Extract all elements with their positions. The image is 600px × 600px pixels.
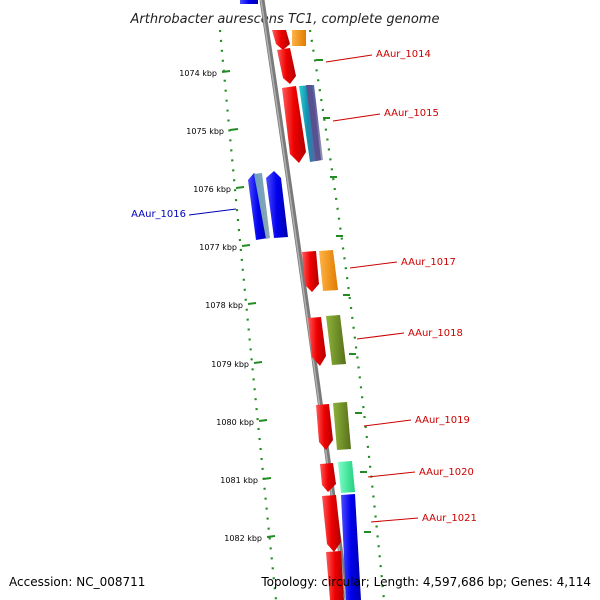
ruler-tick: 1080 kbp (216, 418, 268, 427)
gene-arrow[interactable] (272, 30, 290, 50)
tick-label: 1080 kbp (216, 418, 254, 427)
gene-arrow[interactable] (308, 317, 326, 366)
tick-label: 1078 kbp (205, 301, 243, 310)
gene-arrow[interactable] (277, 48, 296, 84)
gene-arrow[interactable] (316, 404, 333, 450)
ruler-tick: 1081 kbp (220, 476, 272, 485)
ruler-tick: 1074 kbp (179, 69, 231, 78)
accession-text: Accession: NC_008711 (9, 575, 145, 589)
tick-label: 1082 kbp (224, 534, 262, 543)
ruler-tick: 1079 kbp (211, 360, 263, 369)
tick-label: 1075 kbp (186, 127, 224, 136)
gene-AAur_1014[interactable] (272, 30, 306, 84)
ruler-tick: 1075 kbp (186, 127, 239, 136)
gene-AAur_1015[interactable] (282, 85, 323, 163)
ruler-ticks: 1074 kbp 1075 kbp 1076 kbp 1077 kbp 1078… (179, 59, 371, 543)
gene-AAur_1019[interactable] (316, 402, 351, 450)
gene-arrow[interactable] (320, 463, 336, 492)
ruler-tick: 1082 kbp (224, 534, 276, 543)
gene-label-AAur_1019[interactable]: AAur_1019 (415, 415, 470, 426)
ruler-tick: 1077 kbp (199, 243, 251, 252)
tick-label: 1074 kbp (179, 69, 217, 78)
gene-feature[interactable] (341, 494, 361, 600)
gene-label-AAur_1017[interactable]: AAur_1017 (401, 257, 456, 268)
gene-feature[interactable] (319, 250, 338, 291)
gene-AAur_1020[interactable] (320, 461, 355, 493)
gene-feature[interactable] (333, 402, 351, 450)
ruler-outer-track (308, 29, 386, 600)
gene-arrow[interactable] (266, 171, 288, 238)
gene-labels: AAur_1014 AAur_1015 AAur_1016 AAur_1017 … (131, 49, 477, 524)
gene-arrow[interactable] (302, 251, 319, 292)
gene-AAur_1016[interactable] (248, 171, 288, 240)
tick-label: 1077 kbp (199, 243, 237, 252)
gene-label-AAur_1021[interactable]: AAur_1021 (422, 513, 477, 524)
gene-label-AAur_1018[interactable]: AAur_1018 (408, 328, 463, 339)
gene-label-AAur_1020[interactable]: AAur_1020 (419, 467, 474, 478)
gene-arrow[interactable] (240, 0, 258, 4)
tick-label: 1081 kbp (220, 476, 258, 485)
gene-arrow[interactable] (282, 86, 306, 163)
tick-label: 1079 kbp (211, 360, 249, 369)
ruler-tick: 1078 kbp (205, 301, 257, 310)
gene-feature[interactable] (292, 30, 306, 46)
ruler-tick: 1076 kbp (193, 185, 245, 194)
gene-arrow[interactable] (326, 551, 344, 600)
gene-arrow[interactable] (322, 495, 341, 552)
gene-feature[interactable] (326, 315, 346, 365)
gene-AAur_1021[interactable] (322, 494, 361, 600)
gene-label-AAur_1014[interactable]: AAur_1014 (376, 49, 431, 60)
map-title: Arthrobacter aurescens TC1, complete gen… (130, 12, 440, 27)
gene-AAur_1017[interactable] (302, 250, 338, 292)
gene-label-AAur_1016[interactable]: AAur_1016 (131, 209, 186, 220)
ruler-inner-track (218, 29, 278, 600)
gene-feature[interactable] (338, 461, 355, 493)
gene-feature[interactable] (306, 85, 321, 161)
gene-feature[interactable] (254, 173, 270, 239)
topology-text: Topology: circular; Length: 4,597,686 bp… (260, 575, 591, 589)
tick-label: 1076 kbp (193, 185, 231, 194)
gene-label-AAur_1015[interactable]: AAur_1015 (384, 108, 439, 119)
gene-AAur_1018[interactable] (308, 315, 346, 366)
